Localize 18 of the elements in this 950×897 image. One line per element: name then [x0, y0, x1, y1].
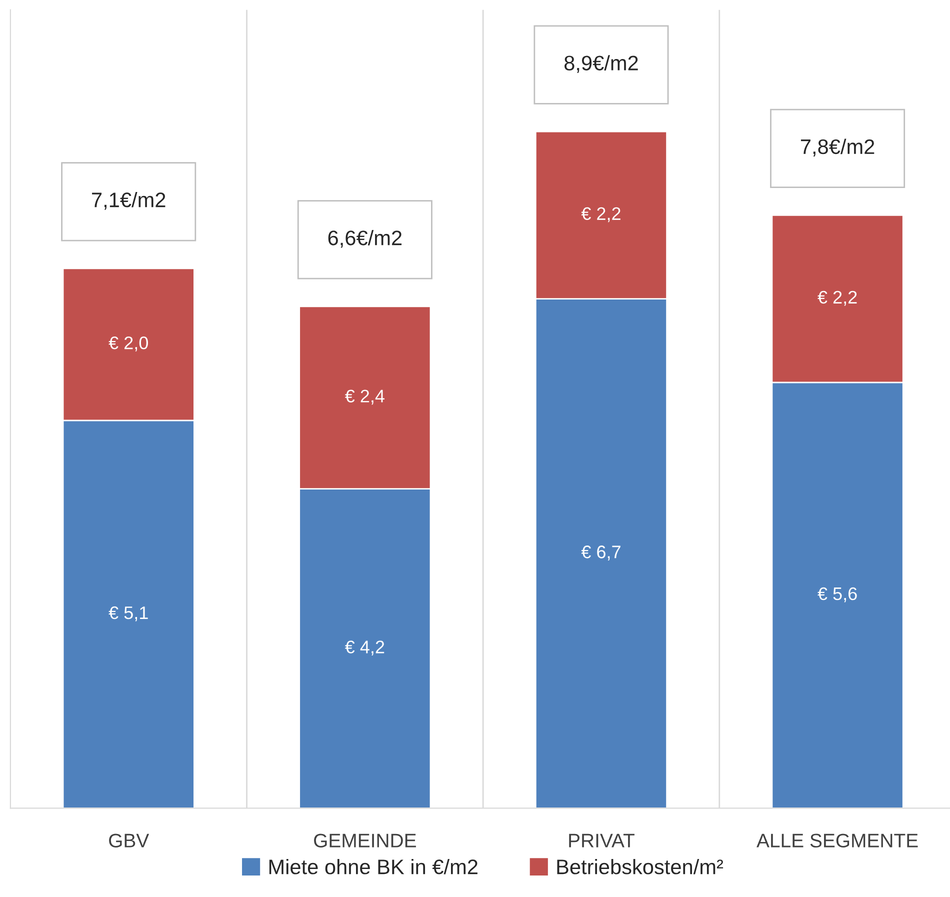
x-tick-label: GEMEINDE	[314, 834, 416, 848]
data-label: € 5,1	[108, 606, 148, 622]
total-label: 6,6€/m2	[328, 230, 402, 248]
data-label: € 2,0	[108, 336, 148, 352]
total-label: 7,8€/m2	[800, 138, 874, 157]
data-label: € 2,2	[818, 290, 857, 306]
x-tick-label: GBV	[109, 834, 150, 848]
data-label: € 4,2	[344, 640, 384, 656]
data-label: € 5,6	[818, 587, 857, 602]
data-label: € 2,2	[581, 207, 620, 222]
data-label: € 2,4	[344, 390, 384, 405]
legend-label: Miete ohne BK in €/m2	[269, 858, 478, 874]
total-label: 7,1€/m2	[92, 192, 166, 210]
data-label: € 6,7	[581, 546, 620, 560]
total-label: 8,9€/m2	[564, 55, 638, 73]
x-tick-label: PRIVAT	[569, 834, 634, 848]
x-tick-label: ALLE SEGMENTE	[756, 834, 918, 848]
legend-label: Betriebskosten/m²	[557, 858, 724, 874]
